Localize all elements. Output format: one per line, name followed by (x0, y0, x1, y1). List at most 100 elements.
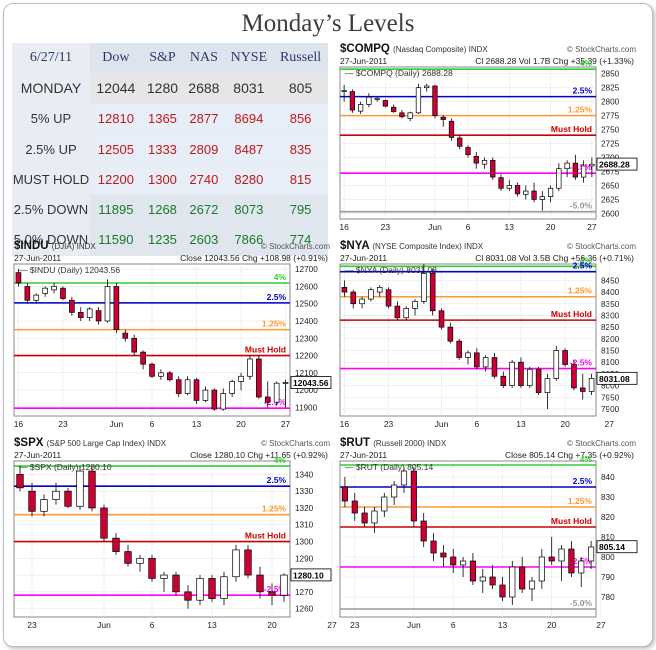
candle-body (558, 548, 565, 562)
x-tick-label: 23 (27, 620, 37, 630)
candle-body (571, 364, 577, 389)
x-tick-label: 23 (381, 222, 391, 232)
candle-body (256, 358, 262, 398)
candle-body (528, 580, 536, 590)
x-tick-label: 23 (350, 620, 360, 630)
candle-body (368, 289, 374, 300)
candle (474, 348, 480, 370)
candle-body (160, 574, 168, 579)
y-tick-label: 2725 (601, 140, 620, 149)
level-label: 4% (274, 455, 287, 465)
chart-legend: — $INDU (Daily) 12043.56 (19, 265, 120, 275)
candle-body (28, 490, 36, 512)
chart-svg: 11900 12000 12100 12200 12300 12400 12500 12600… (13, 263, 332, 429)
column-header-2: NAS (183, 43, 225, 74)
x-tick-label: 6 (150, 620, 155, 630)
candle-body (196, 578, 204, 601)
row-label: 2.5% DOWN (12, 194, 90, 226)
levels-table: 6/27/11 Dow S&P NAS NYSE Russell MONDAY 12044 12… (12, 43, 328, 256)
x-tick-label: 6 (451, 620, 456, 630)
chart-symbol: $COMPQ (Nasdaq Composite) INDX (340, 43, 488, 55)
candle-body (415, 87, 422, 114)
x-tick-label: 27 (587, 222, 597, 232)
candle (538, 549, 545, 589)
candle-body (341, 486, 348, 502)
level-label: Must Hold (245, 531, 286, 541)
candle (410, 467, 417, 527)
row-label: MUST HOLD (12, 164, 90, 195)
chart-stats: Close 12043.56 Chg +108.98 (+0.91%) (180, 253, 328, 263)
candle-body (500, 375, 507, 386)
table-cell: 12044 (90, 73, 142, 105)
candle (440, 545, 447, 567)
candle (473, 151, 479, 169)
candle-body (148, 557, 156, 579)
x-tick-label: 13 (192, 419, 202, 429)
page-title: Monday’s Levels (241, 10, 415, 37)
y-tick-label: 12000 (295, 386, 318, 395)
candle-body (553, 350, 560, 379)
candle (572, 154, 578, 180)
candle (421, 264, 427, 304)
candle (482, 355, 489, 372)
candle-body (60, 287, 66, 299)
candle-body (578, 560, 585, 574)
candle-body (539, 196, 545, 200)
table-cell: 856 (273, 103, 328, 135)
stockcharts-logo: © StockCharts.com (260, 242, 330, 251)
x-tick-label: 20 (547, 620, 557, 630)
level-label: 4% (274, 272, 287, 282)
candle (498, 174, 504, 192)
y-tick-label: 8300 (601, 311, 620, 320)
y-tick-label: 820 (601, 513, 615, 522)
x-tick-label: 27 (327, 620, 337, 630)
y-tick-label: 1320 (295, 504, 314, 513)
candle (86, 307, 93, 321)
candle (95, 307, 102, 325)
candle (371, 507, 378, 533)
candle-body (16, 474, 24, 489)
candle (220, 571, 228, 606)
candle-body (440, 116, 446, 120)
candle-body (381, 496, 388, 512)
candle (394, 301, 401, 321)
candle (208, 575, 216, 602)
last-price-label: 805.14 (599, 542, 625, 552)
x-tick-label: 13 (498, 620, 508, 630)
chart-date: 27-Jun-2011 (14, 450, 62, 460)
candle-body (104, 286, 111, 322)
candle (247, 355, 253, 380)
chart-symbol: $RUT (Russell 2000) INDX (340, 437, 446, 449)
candle (403, 306, 409, 321)
candle-body (361, 512, 368, 524)
candle-body (403, 308, 409, 319)
y-tick-label: 8100 (601, 358, 620, 367)
candle-body (450, 556, 457, 566)
chart-symbol: $NYA (NYSE Composite Index) INDX (340, 240, 483, 252)
candle (564, 160, 570, 178)
candle-body (86, 308, 93, 318)
table-row: 5.0% DOWN 11590 1235 2603 7866 774 (12, 224, 328, 256)
candle-body (112, 537, 120, 552)
table-cell: 2688 (183, 73, 225, 105)
candle-body (88, 470, 96, 509)
candle (238, 372, 244, 391)
candle-body (113, 286, 120, 330)
table-cell: 1280 (141, 73, 184, 105)
candle (528, 577, 536, 601)
candle-body (167, 372, 173, 381)
candle-body (572, 162, 578, 178)
index-name: (Russell 2000) INDX (373, 439, 447, 448)
stockcharts-logo: © StockCharts.com (566, 45, 636, 54)
candle-body (544, 378, 551, 393)
candle (40, 494, 48, 517)
candle (52, 482, 60, 505)
candle-body (421, 273, 427, 302)
table-cell: 8280 (224, 164, 274, 195)
candle (273, 381, 280, 406)
stockcharts-logo: © StockCharts.com (566, 242, 636, 251)
candle (519, 557, 526, 593)
candle-body (489, 576, 496, 586)
candle (469, 553, 476, 585)
candle (136, 554, 144, 572)
